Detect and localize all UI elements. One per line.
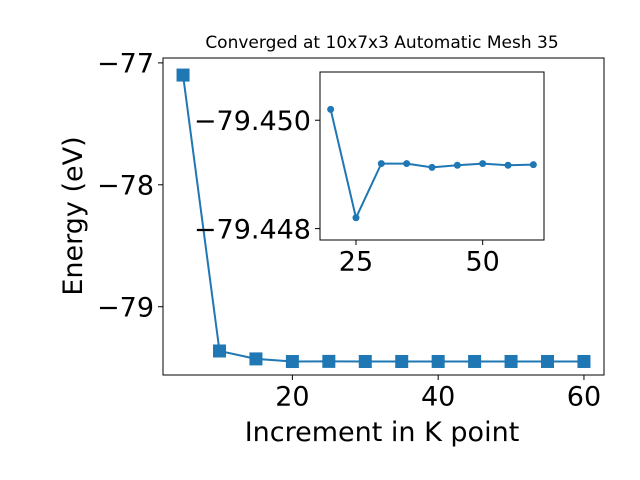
inset-series-markers: [327, 105, 537, 222]
main-series-markers: [176, 68, 591, 369]
inset-data-point: [377, 160, 385, 168]
inset-x-tick-label: 25: [339, 247, 373, 278]
main-data-point: [504, 354, 518, 368]
inset-data-point: [403, 160, 411, 168]
main-data-point: [431, 354, 445, 368]
inset-y-ticks: −79.450 −79.448: [194, 106, 320, 245]
main-data-point: [249, 352, 263, 366]
main-data-point: [541, 354, 555, 368]
x-axis-label: Increment in K point: [245, 417, 520, 448]
inset-plot-frame: [319, 71, 545, 241]
inset-axes: 25 50 −79.450 −79.448: [194, 71, 545, 278]
main-y-tick-label: −78: [97, 171, 154, 202]
inset-data-point: [479, 160, 487, 168]
main-data-point: [395, 354, 409, 368]
chart-title: Converged at 10x7x3 Automatic Mesh 35: [205, 33, 558, 53]
main-data-point: [577, 354, 591, 368]
inset-data-point: [529, 161, 537, 169]
main-x-tick-label: 60: [567, 382, 601, 413]
main-x-tick-label: 40: [421, 382, 455, 413]
main-data-point: [285, 355, 299, 369]
main-y-ticks: −77 −78 −79: [97, 49, 163, 323]
y-axis-label: Energy (eV): [58, 136, 89, 295]
inset-data-point: [504, 161, 512, 169]
main-data-point: [176, 68, 190, 82]
inset-data-point: [428, 163, 436, 171]
main-plot-frame: [162, 57, 605, 376]
inset-x-ticks: 25 50: [339, 240, 500, 278]
main-data-point: [468, 354, 482, 368]
inset-x-tick-label: 50: [465, 247, 499, 278]
inset-data-point: [453, 161, 461, 169]
main-data-point: [212, 344, 226, 358]
main-y-tick-label: −77: [97, 49, 154, 80]
main-axes: 20 40 60 −77 −78 −79: [97, 49, 605, 413]
main-data-point: [322, 354, 336, 368]
inset-y-tick-label: −79.450: [194, 106, 311, 137]
inset-data-point: [327, 105, 335, 113]
main-x-tick-label: 20: [275, 382, 309, 413]
main-y-tick-label: −79: [97, 292, 154, 323]
inset-background: [320, 72, 544, 240]
inset-data-point: [352, 214, 360, 222]
inset-y-tick-label: −79.448: [194, 214, 311, 245]
main-x-ticks: 20 40 60: [275, 375, 601, 413]
main-data-point: [358, 354, 372, 368]
